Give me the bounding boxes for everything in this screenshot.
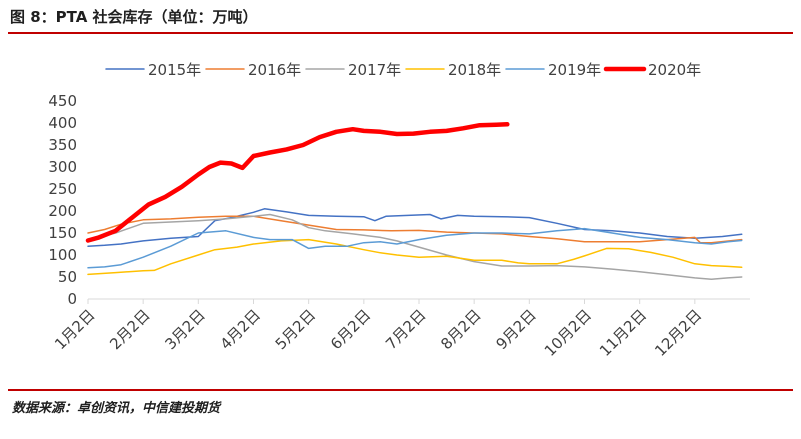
series-line-2018年 [87,238,743,276]
x-tick-label: 9月2日 [492,306,539,353]
x-tick-label: 1月2日 [51,306,98,353]
y-tick-label: 200 [48,202,77,220]
top-rule [8,32,793,34]
x-tick-label: 7月2日 [382,306,429,353]
y-tick-label: 250 [48,180,77,198]
y-axis: 0 50 100 150 200 250 300 350 400 450 [48,92,77,308]
source-note: 数据来源：卓创资讯，中信建投期货 [12,401,221,416]
legend-label: 2020年 [648,61,701,79]
series-group [85,122,743,280]
y-tick-label: 450 [48,92,77,110]
legend-label: 2015年 [148,61,201,79]
bottom-rule [8,389,793,391]
x-tick-label: 10月2日 [541,306,595,360]
legend: 2015年 2016年 2017年 2018年 2019年 2020年 [105,61,701,79]
figure-title: 图 8：PTA 社会库存（单位：万吨） [10,8,258,26]
legend-label: 2018年 [448,61,501,79]
y-tick-label: 300 [48,158,77,176]
y-tick-label: 100 [48,246,77,264]
x-tick-label: 3月2日 [161,306,208,353]
series-line-2016年 [87,215,743,244]
series-line-2019年 [87,227,743,269]
series-line-2020年 [85,122,510,243]
x-tick-label: 5月2日 [272,306,319,353]
x-tick-label: 4月2日 [217,306,264,353]
x-axis: 1月2日 2月2日 3月2日 4月2日 5月2日 6月2日 7月2日 8月2日 9月2日 10月2… [51,298,750,360]
series-line-2015年 [87,208,743,247]
y-tick-label: 0 [67,290,77,308]
y-tick-label: 400 [48,114,77,132]
legend-label: 2017年 [348,61,401,79]
x-tick-label: 11月2日 [596,306,650,360]
legend-label: 2016年 [248,61,301,79]
y-tick-label: 50 [58,268,77,286]
x-tick-label: 6月2日 [327,306,374,353]
line-chart: 2015年 2016年 2017年 2018年 2019年 2020年 0 50 100 150… [48,61,750,360]
legend-label: 2019年 [548,61,601,79]
y-tick-label: 150 [48,224,77,242]
series-line-2017年 [87,213,743,280]
x-tick-label: 12月2日 [651,306,705,360]
x-tick-label: 8月2日 [437,306,484,353]
y-tick-label: 350 [48,136,77,154]
x-tick-label: 2月2日 [106,306,153,353]
